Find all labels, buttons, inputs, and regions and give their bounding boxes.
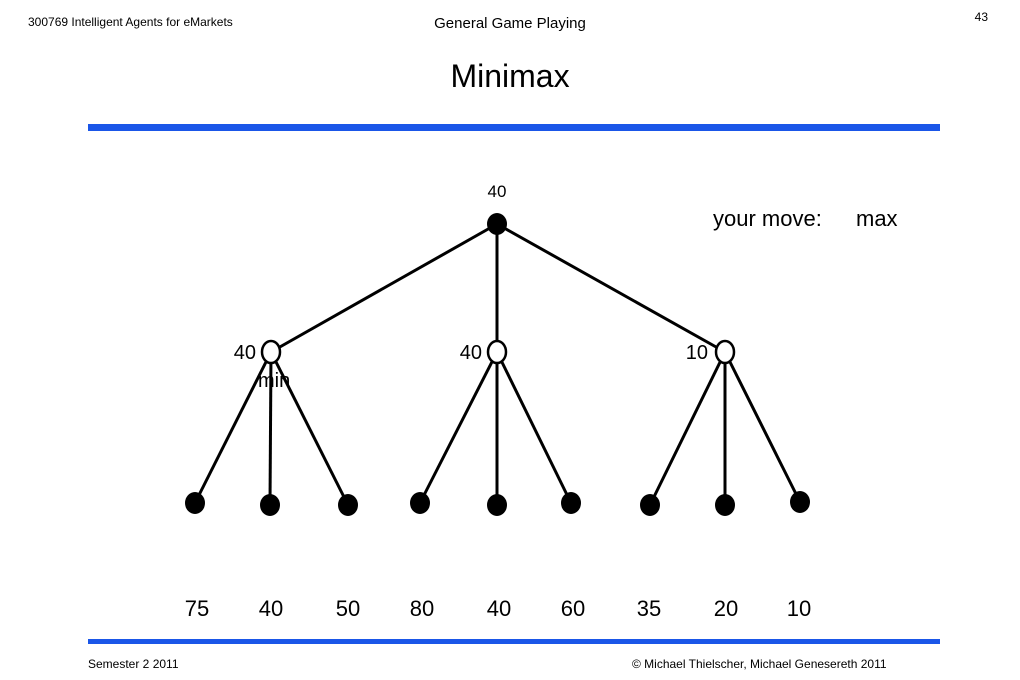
- edge-min-1-leaf-3: [269, 351, 350, 506]
- leaf-node-7: [640, 494, 660, 516]
- min-node-value-3: 10: [686, 342, 708, 364]
- slide-number: 43: [974, 10, 988, 24]
- min-node-2: [486, 339, 508, 365]
- min-node-3: [714, 339, 736, 365]
- move-label: your move:: [713, 206, 822, 231]
- tree-labels: 40 40 40 10 75 40 50 80 40 60 35 20 10: [185, 182, 811, 621]
- root-max-node: [487, 213, 507, 235]
- leaf-value-4: 80: [410, 596, 434, 621]
- leaf-value-8: 20: [714, 596, 738, 621]
- tree-nodes: [185, 213, 810, 516]
- edge-min-3-leaf-9: [723, 351, 802, 503]
- bottom-divider: [88, 639, 940, 644]
- edge-root-min-1: [270, 222, 498, 354]
- leaf-node-1: [185, 492, 205, 514]
- copyright-label: © Michael Thielscher, Michael Genesereth…: [632, 657, 887, 671]
- leaf-node-2: [260, 494, 280, 516]
- leaf-value-7: 35: [637, 596, 661, 621]
- leaf-value-9: 10: [787, 596, 811, 621]
- min-node-value-2: 40: [460, 342, 482, 364]
- leaf-node-9: [790, 491, 810, 513]
- min-level-label: min: [258, 370, 290, 392]
- min-node-value-1: 40: [234, 342, 256, 364]
- root-value: 40: [488, 182, 507, 201]
- min-node-1: [260, 339, 282, 365]
- topic-label: General Game Playing: [434, 15, 586, 32]
- leaf-value-2: 40: [259, 596, 283, 621]
- leaf-node-4: [410, 492, 430, 514]
- leaf-node-5: [487, 494, 507, 516]
- leaf-node-6: [561, 492, 581, 514]
- edge-root-min-3: [496, 222, 726, 354]
- slide-title: Minimax: [450, 58, 570, 94]
- edge-min-3-leaf-7: [648, 351, 727, 506]
- edge-min-1-leaf-2: [268, 351, 273, 506]
- leaf-value-6: 60: [561, 596, 585, 621]
- leaf-value-3: 50: [336, 596, 360, 621]
- edge-min-2-leaf-6: [495, 351, 573, 504]
- move-value: max: [856, 206, 898, 231]
- edge-min-2-leaf-4: [418, 351, 499, 504]
- course-label: 300769 Intelligent Agents for eMarkets: [28, 15, 233, 29]
- leaf-value-1: 75: [185, 596, 209, 621]
- top-divider: [88, 124, 940, 131]
- edge-min-1-leaf-1: [193, 351, 273, 504]
- tree-edges: [193, 222, 802, 506]
- leaf-node-8: [715, 494, 735, 516]
- leaf-value-5: 40: [487, 596, 511, 621]
- semester-label: Semester 2 2011: [88, 657, 179, 671]
- leaf-node-3: [338, 494, 358, 516]
